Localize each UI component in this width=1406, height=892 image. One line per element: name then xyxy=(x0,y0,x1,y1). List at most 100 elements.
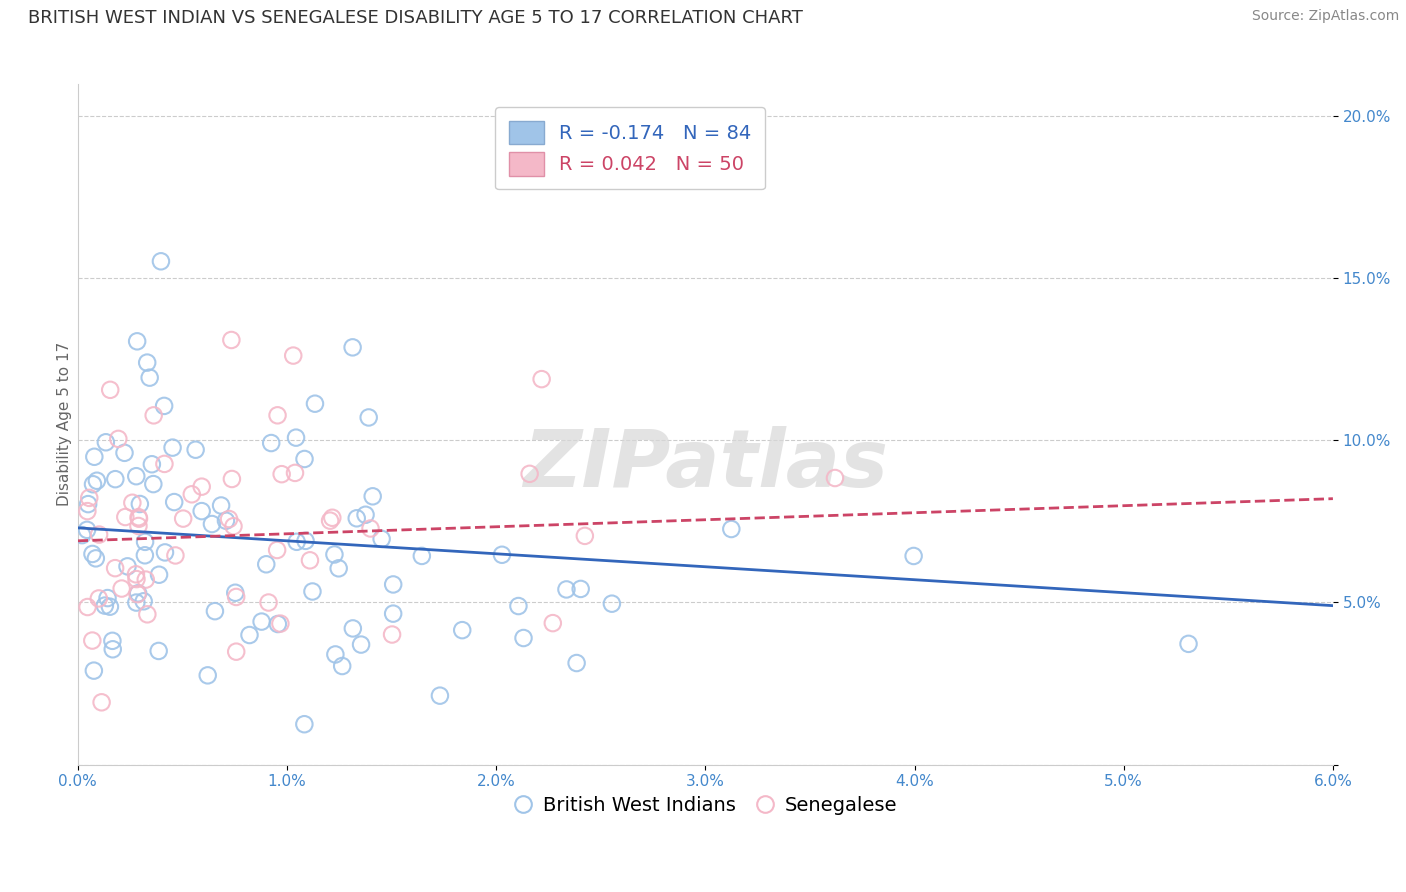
Point xyxy=(153,399,176,413)
Point xyxy=(530,372,553,386)
Point xyxy=(111,582,134,596)
Point xyxy=(114,446,136,460)
Point xyxy=(294,452,316,467)
Point xyxy=(90,695,112,709)
Point xyxy=(451,623,474,637)
Point xyxy=(565,656,588,670)
Point xyxy=(224,586,246,600)
Point xyxy=(70,528,93,542)
Point xyxy=(350,638,373,652)
Point xyxy=(148,644,170,658)
Point xyxy=(294,533,316,548)
Point xyxy=(96,591,118,605)
Point xyxy=(284,466,307,480)
Point xyxy=(77,497,100,511)
Point xyxy=(125,596,148,610)
Point xyxy=(83,664,105,678)
Point xyxy=(83,450,105,464)
Point xyxy=(250,615,273,629)
Point xyxy=(141,457,163,471)
Legend: British West Indians, Senegalese: British West Indians, Senegalese xyxy=(506,789,904,823)
Text: Source: ZipAtlas.com: Source: ZipAtlas.com xyxy=(1251,9,1399,23)
Point xyxy=(346,511,368,525)
Point xyxy=(221,472,243,486)
Point xyxy=(266,409,288,423)
Point xyxy=(321,510,343,524)
Point xyxy=(101,633,124,648)
Point xyxy=(304,397,326,411)
Point xyxy=(84,551,107,566)
Point xyxy=(128,510,150,524)
Point xyxy=(98,383,121,397)
Point xyxy=(153,545,176,559)
Point xyxy=(381,627,404,641)
Point xyxy=(342,340,364,354)
Point xyxy=(138,370,160,384)
Point xyxy=(104,472,127,486)
Point xyxy=(285,534,308,549)
Point xyxy=(260,436,283,450)
Point xyxy=(209,499,232,513)
Point xyxy=(266,543,288,558)
Point xyxy=(569,582,592,596)
Point xyxy=(204,604,226,618)
Point xyxy=(134,549,156,563)
Point xyxy=(411,549,433,563)
Point xyxy=(254,558,277,572)
Point xyxy=(360,521,382,535)
Point xyxy=(283,349,305,363)
Point xyxy=(225,645,247,659)
Point xyxy=(221,333,243,347)
Point xyxy=(574,529,596,543)
Point xyxy=(76,600,98,615)
Point xyxy=(153,457,176,471)
Point xyxy=(903,549,925,563)
Point xyxy=(127,519,149,533)
Point xyxy=(87,591,110,606)
Point xyxy=(285,431,308,445)
Point xyxy=(325,648,347,662)
Point xyxy=(197,668,219,682)
Point xyxy=(201,516,224,531)
Point xyxy=(1177,637,1199,651)
Point xyxy=(136,355,159,369)
Point xyxy=(184,442,207,457)
Point xyxy=(76,504,98,518)
Point xyxy=(267,617,290,632)
Point xyxy=(292,717,315,731)
Point xyxy=(125,572,148,586)
Point xyxy=(270,467,292,482)
Point xyxy=(222,519,245,533)
Point xyxy=(180,487,202,501)
Point xyxy=(98,599,121,614)
Point xyxy=(555,582,578,597)
Point xyxy=(382,577,405,591)
Point xyxy=(163,495,186,509)
Point xyxy=(429,689,451,703)
Point xyxy=(136,607,159,622)
Point xyxy=(190,504,212,518)
Point xyxy=(117,559,139,574)
Point xyxy=(94,599,117,613)
Point xyxy=(172,511,194,525)
Text: ZIPatlas: ZIPatlas xyxy=(523,426,887,504)
Point xyxy=(149,254,172,268)
Point xyxy=(257,595,280,609)
Point xyxy=(128,497,150,511)
Point xyxy=(824,471,846,485)
Point xyxy=(218,512,240,526)
Point xyxy=(121,496,143,510)
Point xyxy=(328,561,350,575)
Point xyxy=(512,631,534,645)
Point xyxy=(319,514,342,528)
Point xyxy=(600,597,623,611)
Y-axis label: Disability Age 5 to 17: Disability Age 5 to 17 xyxy=(58,342,72,507)
Point xyxy=(125,469,148,483)
Point xyxy=(86,474,108,488)
Point xyxy=(142,477,165,491)
Point xyxy=(541,616,564,631)
Point xyxy=(127,587,149,601)
Point xyxy=(148,567,170,582)
Point xyxy=(132,594,155,608)
Point xyxy=(269,616,291,631)
